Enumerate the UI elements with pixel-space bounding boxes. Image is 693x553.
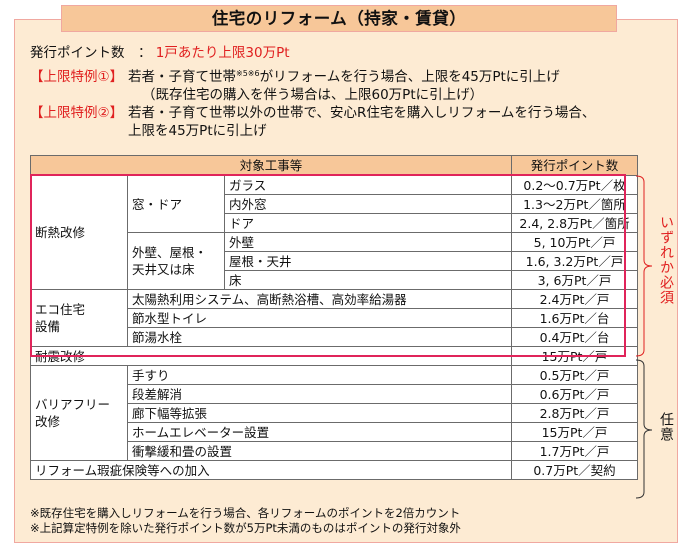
- header-points: 発行ポイント数: [511, 155, 638, 176]
- required-label: いずれか必須: [658, 215, 674, 305]
- item-name: 節湯水栓: [127, 327, 512, 347]
- table-header-row: 対象工事等 発行ポイント数: [30, 155, 638, 176]
- table-row: リフォーム瑕疵保険等への加入 0.7万Pt／契約: [30, 460, 638, 480]
- item-name: 床: [224, 270, 512, 290]
- table-row: ドア 2.4, 2.8万Pt／箇所: [31, 213, 638, 233]
- group-line1: 外壁、屋根・: [132, 245, 208, 260]
- intro-section: 発行ポイント数 ： 1戸あたり上限30万Pt 【上限特例①】 若者・子育て世帯※5…: [30, 44, 595, 140]
- item-points: 1.6, 3.2万Pt／戸: [511, 251, 638, 271]
- issue-points-row: 発行ポイント数 ： 1戸あたり上限30万Pt: [30, 44, 595, 62]
- item-points: 1.6万Pt／台: [511, 308, 638, 328]
- category-line2: 設備: [35, 319, 61, 334]
- special-case-2-text: 若者・子育て世帯以外の世帯で、安心R住宅を購入しリフォームを行う場合、: [128, 105, 596, 121]
- footnote-2: ※上記算定特例を除いた発行ポイント数が5万Pt未満のものはポイントの発行対象外: [30, 521, 461, 535]
- table-row: 耐震改修 15万Pt／戸: [30, 346, 638, 366]
- item-name: 手すり: [127, 365, 512, 385]
- item-name: 内外窓: [224, 194, 512, 214]
- header-work: 対象工事等: [30, 155, 512, 176]
- category-line1: バリアフリー: [35, 397, 111, 412]
- item-points: 15万Pt／戸: [511, 346, 638, 366]
- item-name: ホームエレベーター設置: [127, 422, 512, 442]
- required-bracket-icon: [635, 175, 653, 357]
- group-window-door: 窓・ドア: [127, 175, 225, 233]
- item-name: ガラス: [224, 175, 512, 195]
- special-case-2: 【上限特例②】 若者・子育て世帯以外の世帯で、安心R住宅を購入しリフォームを行う場…: [30, 104, 595, 122]
- special-case-1: 【上限特例①】 若者・子育て世帯※5※6がリフォームを行う場合、上限を45万Ptに…: [30, 65, 595, 86]
- issue-points-value: 1戸あたり上限30万Pt: [155, 45, 290, 61]
- footnote-1: ※既存住宅を購入しリフォームを行う場合、各リフォームのポイントを2倍カウント: [30, 506, 461, 520]
- special-case-2-label: 【上限特例②】: [30, 105, 124, 121]
- category-seismic: 耐震改修: [30, 346, 512, 366]
- item-points: 0.6万Pt／戸: [511, 384, 638, 404]
- table-row: 断熱改修 窓・ドア ガラス 0.2〜0.7万Pt／枚: [30, 175, 638, 290]
- special-case-1-label: 【上限特例①】: [30, 69, 124, 85]
- special-case-1-text-cont: がリフォームを行う場合、上限を45万Ptに引上げ: [259, 69, 560, 85]
- group-wall-roof-floor: 外壁、屋根・ 天井又は床: [127, 232, 225, 290]
- item-points: 15万Pt／戸: [511, 422, 638, 442]
- category-barrier-free: バリアフリー 改修: [30, 365, 128, 461]
- item-points: 0.5万Pt／戸: [511, 365, 638, 385]
- special-case-2-line2: 上限を45万Ptに引上げ: [128, 123, 267, 139]
- table-row: 床 3, 6万Pt／戸: [31, 270, 638, 290]
- special-case-1-line2: （既存住宅の購入を伴う場合は、上限60万Ptに引上げ）: [142, 87, 484, 103]
- footnote-ref: ※5※6: [236, 69, 260, 78]
- item-name: 衝撃緩和畳の設置: [127, 441, 512, 461]
- item-points: 3, 6万Pt／戸: [511, 270, 638, 290]
- special-case-1-text: 若者・子育て世帯: [128, 69, 236, 85]
- category-eco: エコ住宅 設備: [30, 289, 128, 347]
- footnotes: ※既存住宅を購入しリフォームを行う場合、各リフォームのポイントを2倍カウント ※…: [30, 506, 461, 536]
- optional-bracket-icon: [635, 359, 653, 499]
- table-row: 外壁、屋根・ 天井又は床 外壁 5, 10万Pt／戸: [31, 232, 638, 290]
- item-name: 太陽熱利用システム、高断熱浴槽、高効率給湯器: [127, 289, 512, 309]
- category-insurance: リフォーム瑕疵保険等への加入: [30, 460, 512, 480]
- table-row: エコ住宅 設備 太陽熱利用システム、高断熱浴槽、高効率給湯器 2.4万Pt／戸: [30, 289, 638, 347]
- table-row: ホームエレベーター設置 15万Pt／戸: [31, 422, 638, 442]
- table-row: 節湯水栓 0.4万Pt／台: [31, 327, 638, 347]
- category-insulation: 断熱改修: [30, 175, 128, 290]
- item-name: ドア: [224, 213, 512, 233]
- issue-points-label: 発行ポイント数 ：: [30, 45, 152, 61]
- table-row: バリアフリー 改修 手すり 0.5万Pt／戸: [30, 365, 638, 461]
- item-points: 1.7万Pt／戸: [511, 441, 638, 461]
- optional-label: 任意: [658, 412, 674, 442]
- item-name: 廊下幅等拡張: [127, 403, 512, 423]
- category-line2: 改修: [35, 414, 61, 429]
- table-row: 衝撃緩和畳の設置 1.7万Pt／戸: [31, 441, 638, 461]
- item-points: 2.8万Pt／戸: [511, 403, 638, 423]
- page-title: 住宅のリフォーム（持家・賃貸）: [61, 5, 617, 32]
- item-name: 節水型トイレ: [127, 308, 512, 328]
- item-points: 0.4万Pt／台: [511, 327, 638, 347]
- table-row: 段差解消 0.6万Pt／戸: [31, 384, 638, 404]
- item-name: 屋根・天井: [224, 251, 512, 271]
- item-points: 5, 10万Pt／戸: [511, 232, 638, 252]
- item-points: 0.7万Pt／契約: [511, 460, 638, 480]
- item-points: 2.4, 2.8万Pt／箇所: [511, 213, 638, 233]
- item-name: 段差解消: [127, 384, 512, 404]
- item-points: 2.4万Pt／戸: [511, 289, 638, 309]
- item-points: 1.3〜2万Pt／箇所: [511, 194, 638, 214]
- group-line2: 天井又は床: [132, 262, 195, 277]
- points-table: 対象工事等 発行ポイント数 断熱改修 窓・ドア ガラス 0.2〜0.7万Pt／枚…: [30, 155, 638, 480]
- item-name: 外壁: [224, 232, 512, 252]
- category-line1: エコ住宅: [35, 302, 86, 317]
- item-points: 0.2〜0.7万Pt／枚: [511, 175, 638, 195]
